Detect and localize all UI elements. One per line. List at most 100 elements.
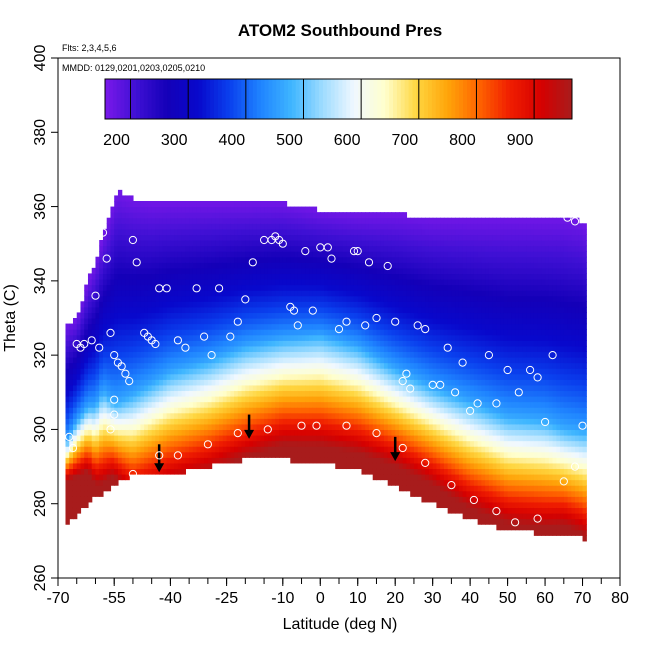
heatmap-cell [421, 217, 426, 224]
heatmap-cell [282, 267, 288, 275]
heatmap-cell [132, 256, 138, 263]
heatmap-cell [376, 446, 381, 453]
heatmap-cell [413, 390, 419, 397]
heatmap-cell [155, 206, 160, 213]
heatmap-cell [256, 379, 261, 386]
heatmap-cell [99, 407, 104, 414]
heatmap-cell [275, 351, 280, 358]
heatmap-cell [72, 429, 78, 436]
heatmap-cell [383, 390, 389, 397]
heatmap-cell [166, 390, 171, 397]
heatmap-cell [256, 295, 261, 302]
heatmap-cell [297, 295, 303, 302]
heatmap-cell [339, 267, 344, 275]
heatmap-cell [264, 412, 269, 419]
heatmap-cell [380, 373, 385, 380]
heatmap-cell [436, 329, 441, 336]
heatmap-cell [147, 318, 153, 325]
heatmap-cell [140, 267, 145, 275]
heatmap-cell [211, 357, 216, 364]
heatmap-cell [151, 351, 157, 358]
heatmap-cell [395, 362, 400, 369]
heatmap-cell [402, 345, 408, 353]
heatmap-cell [121, 245, 127, 252]
heatmap-cell [155, 423, 160, 431]
heatmap-cell [234, 440, 239, 447]
heatmap-cell [196, 267, 201, 275]
heatmap-cell [294, 240, 299, 247]
heatmap-cell [125, 290, 130, 297]
heatmap-cell [252, 234, 258, 241]
heatmap-cell [140, 373, 145, 380]
heatmap-cell [219, 273, 224, 280]
heatmap-cell [80, 451, 85, 458]
heatmap-cell [267, 256, 273, 263]
heatmap-cell [264, 201, 269, 208]
heatmap-cell [286, 290, 291, 297]
heatmap-cell [410, 373, 415, 380]
heatmap-cell [114, 435, 119, 442]
heatmap-cell [230, 457, 235, 464]
heatmap-cell [110, 223, 115, 230]
heatmap-cell [440, 267, 445, 275]
heatmap-cell [346, 234, 351, 241]
heatmap-cell [106, 267, 112, 275]
heatmap-cell [387, 440, 393, 447]
heatmap-cell [140, 240, 145, 247]
heatmap-cell [353, 384, 359, 392]
heatmap-cell [342, 318, 348, 325]
heatmap-cell [316, 407, 321, 414]
heatmap-cell [312, 301, 318, 308]
heatmap-cell [368, 234, 374, 241]
heatmap-cell [106, 451, 112, 458]
heatmap-cell [117, 212, 123, 219]
heatmap-cell [117, 440, 123, 447]
heatmap-cell [125, 390, 130, 397]
heatmap-cell [207, 284, 213, 291]
heatmap-cell [335, 362, 340, 369]
heatmap-cell [417, 357, 423, 364]
heatmap-cell [391, 262, 396, 269]
heatmap-cell [376, 223, 381, 230]
heatmap-cell [69, 451, 74, 458]
heatmap-cell [279, 435, 284, 442]
heatmap-cell [432, 390, 438, 397]
heatmap-cell [447, 446, 452, 453]
heatmap-cell [69, 429, 74, 436]
heatmap-cell [159, 345, 164, 353]
heatmap-cell [99, 418, 104, 425]
heatmap-cell [241, 279, 246, 286]
heatmap-cell [353, 451, 359, 458]
heatmap-cell [368, 362, 374, 369]
heatmap-cell [121, 217, 127, 224]
heatmap-cell [365, 295, 370, 302]
heatmap-cell [196, 368, 201, 375]
heatmap-cell [140, 368, 145, 375]
heatmap-cell [252, 279, 258, 286]
heatmap-cell [256, 407, 261, 414]
heatmap-cell [335, 340, 340, 347]
heatmap-cell [189, 223, 194, 230]
heatmap-cell [170, 284, 175, 291]
heatmap-cell [383, 457, 389, 464]
heatmap-cell [425, 245, 430, 252]
heatmap-cell [353, 273, 359, 280]
heatmap-cell [129, 212, 134, 219]
heatmap-cell [294, 323, 299, 330]
heatmap-cell [335, 440, 340, 447]
heatmap-cell [410, 262, 415, 269]
heatmap-cell [200, 390, 205, 397]
heatmap-cell [294, 368, 299, 375]
heatmap-cell [204, 217, 209, 224]
heatmap-cell [383, 284, 389, 291]
heatmap-cell [144, 390, 149, 397]
heatmap-cell [196, 312, 201, 319]
heatmap-cell [353, 306, 359, 314]
heatmap-cell [76, 357, 82, 364]
heatmap-cell [125, 195, 130, 202]
heatmap-cell [84, 401, 89, 408]
heatmap-cell [432, 490, 438, 497]
heatmap-cell [260, 357, 265, 364]
heatmap-cell [406, 423, 411, 431]
heatmap-cell [275, 334, 280, 341]
